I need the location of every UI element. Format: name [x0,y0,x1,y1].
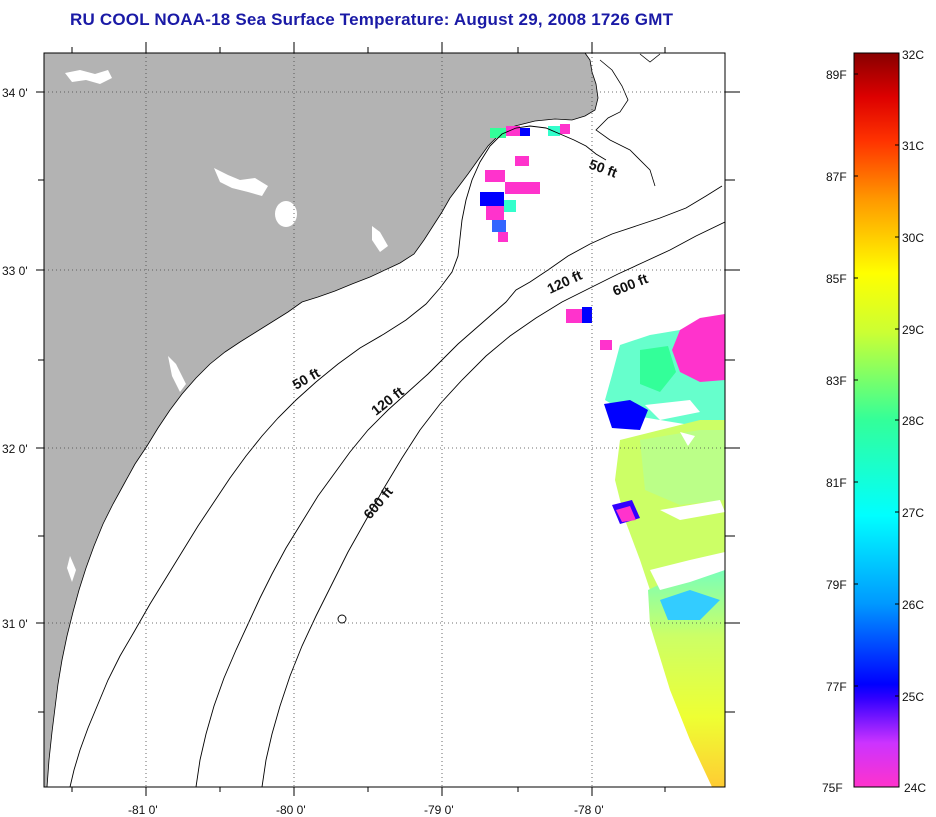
lon-label-79: -79 0' [424,803,454,817]
lat-label-34: 34 0' [2,86,28,100]
lat-label-32: 32 0' [2,442,28,456]
lon-label-81: -81 0' [128,803,158,817]
colorbar-ticks [854,73,899,697]
coastline-ne [639,53,661,63]
cb-label-29c: 29C [902,323,924,337]
cb-label-75f: 75F [822,781,843,795]
lon-label-78: -78 0' [574,803,604,817]
cb-label-32c: 32C [902,48,924,62]
cb-label-81f: 81F [826,476,847,490]
lat-label-31: 31 0' [2,617,28,631]
cb-label-85f: 85F [826,272,847,286]
lake [275,201,297,227]
graticule [44,53,725,787]
sst-patch-north [480,124,570,242]
map-frame [43,52,726,788]
contour-120ft [195,185,723,787]
cb-label-83f: 83F [826,374,847,388]
cb-label-26c: 26C [902,598,924,612]
lon-label-80: -80 0' [276,803,306,817]
cb-label-89f: 89F [826,68,847,82]
contour-seamount [337,614,347,624]
cb-label-27c: 27C [902,506,924,520]
cb-label-24c: 24C [904,781,926,795]
lake [372,226,388,252]
contour-50ft [69,125,607,787]
cb-label-77f: 77F [826,680,847,694]
cb-label-87f: 87F [826,170,847,184]
lake [65,70,112,84]
map-content: 50 ft 120 ft 600 ft 50 ft 120 ft 600 ft [44,53,725,787]
coastline-ne [595,59,656,187]
cb-label-30c: 30C [902,231,924,245]
cb-label-79f: 79F [826,578,847,592]
cb-label-28c: 28C [902,414,924,428]
map-title: RU COOL NOAA-18 Sea Surface Temperature:… [70,10,674,29]
land-mass [44,53,599,787]
lat-label-33: 33 0' [2,264,28,278]
sst-patch-mid [566,307,612,350]
colorbar [853,52,900,788]
contour-600ft [261,221,725,787]
sst-swath-east [604,314,725,787]
cb-label-25c: 25C [902,690,924,704]
cb-label-31c: 31C [902,139,924,153]
lake [168,356,186,392]
axis-ticks [36,42,740,796]
lake [214,168,268,196]
lake [67,556,76,582]
